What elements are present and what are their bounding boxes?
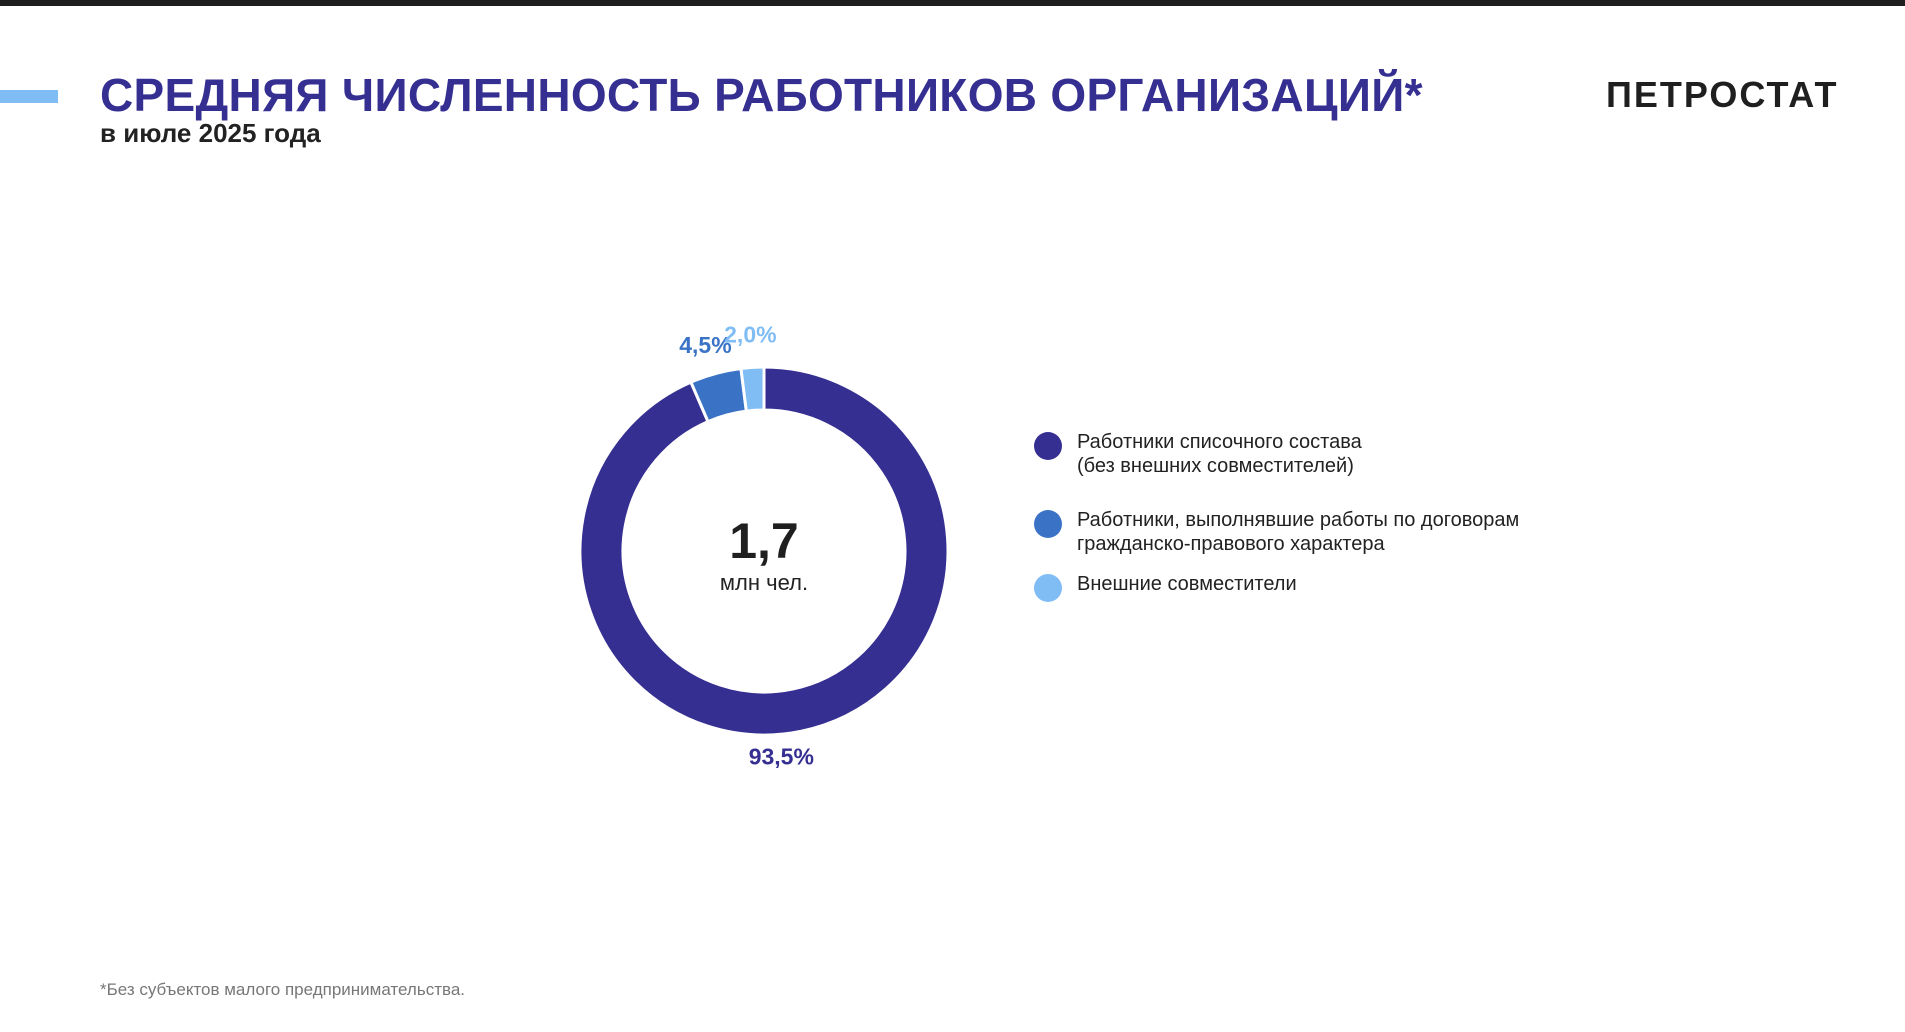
legend-label: (без внешних совместителей) (1077, 455, 1354, 477)
slice-label-civil-contracts: 4,5% (679, 332, 731, 358)
total-value: 1,7 (729, 513, 799, 569)
legend-label: Работники, выполнявшие работы по договор… (1077, 509, 1520, 531)
legend-swatch (1034, 574, 1062, 602)
donut-slice-external-part-timers (739, 365, 766, 413)
legend-label: гражданско-правового характера (1077, 533, 1385, 555)
legend-swatch (1034, 432, 1062, 460)
legend-item-civil-contracts: Работники, выполнявшие работы по договор… (1034, 508, 1594, 556)
slice-label-external-part-timers: 2,0% (724, 321, 776, 347)
chart-legend: Работники списочного состава (без внешни… (1034, 430, 1594, 602)
page-subtitle: в июле 2025 года (100, 118, 321, 148)
petrostat-logo: ПЕТРОСТАТ (1606, 74, 1839, 115)
slice-label-staff: 93,5% (749, 743, 814, 769)
total-unit: млн чел. (719, 570, 809, 595)
top-border (0, 0, 1905, 6)
page-title: СРЕДНЯЯ ЧИСЛЕННОСТЬ РАБОТНИКОВ ОРГАНИЗАЦ… (100, 69, 1423, 121)
legend-label: Работники списочного состава (1077, 431, 1362, 453)
footnote: *Без субъектов малого предпринимательств… (100, 980, 465, 999)
legend-item-external-part-timers: Внешние совместители (1034, 572, 1594, 602)
legend-swatch (1034, 510, 1062, 538)
legend-item-staff: Работники списочного состава (без внешни… (1034, 430, 1594, 478)
donut-slice-staff (578, 365, 950, 737)
legend-label: Внешние совместители (1077, 573, 1297, 595)
accent-bar (0, 90, 58, 103)
